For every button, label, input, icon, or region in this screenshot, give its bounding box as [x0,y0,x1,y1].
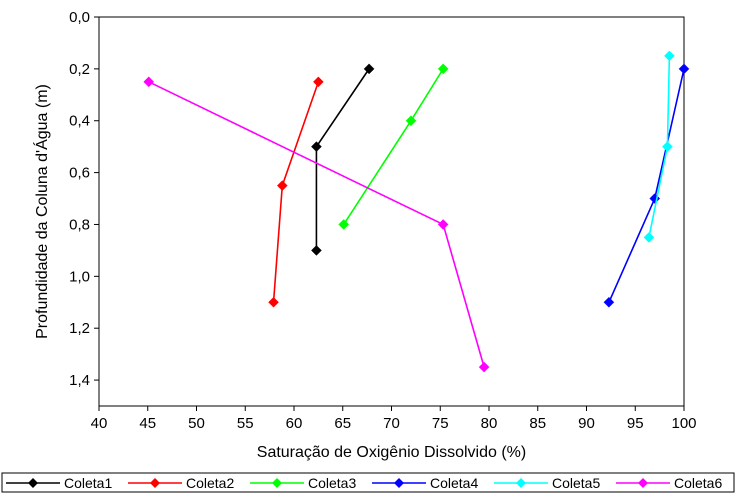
legend: Coleta1 Coleta2 Coleta3 Coleta4 Coleta5 Colet… [6,475,722,491]
data-point [276,180,288,191]
legend-marker [28,478,38,488]
legend-item-coleta2: Coleta2 [128,475,234,491]
legend-label: Coleta1 [64,475,112,491]
series-coleta1 [311,63,375,256]
y-tick-label: 0,0 [69,9,90,26]
legend-item-coleta4: Coleta4 [372,475,478,491]
y-tick-label: 0,4 [69,113,90,130]
x-tick-label: 95 [627,415,644,432]
data-point [678,63,690,75]
data-point [268,296,279,308]
y-tick-label: 1,0 [69,268,90,285]
data-point [405,115,417,127]
x-tick-label: 55 [237,415,254,432]
x-tick-label: 75 [432,415,449,432]
legend-marker [150,478,160,488]
series-coleta5 [643,50,675,243]
data-point [643,232,655,243]
plot-frame [98,16,685,407]
data-point [363,63,375,75]
data-point [437,63,449,75]
data-point [311,141,322,153]
x-tick-label: 85 [529,415,546,432]
y-tick-label: 0,2 [69,61,90,78]
legend-item-coleta5: Coleta5 [494,475,600,491]
axes: 40 45 50 55 60 65 70 75 80 85 90 95 100 0,0 0,2 0,4 0,6 0… [69,9,696,432]
series-line [272,81,320,303]
legend-item-coleta1: Coleta1 [6,475,112,491]
data-point [664,50,675,62]
x-tick-label: 70 [383,415,400,432]
data-point [478,361,490,373]
x-tick-label: 50 [188,415,205,432]
y-tick-label: 1,4 [69,372,90,389]
x-tick-label: 90 [578,415,595,432]
y-tick-label: 0,8 [69,216,90,233]
legend-marker [516,478,526,488]
series-coleta3 [338,63,449,230]
data-point [143,76,155,88]
y-axis-label: Profundidade da Coluna d'Água (m) [32,84,51,339]
series-coleta4 [603,63,690,308]
legend-label: Coleta4 [430,475,478,491]
legend-marker [272,478,282,488]
legend-marker [638,478,648,488]
data-point [437,219,449,230]
x-tick-label: 80 [481,415,498,432]
x-axis-label: Saturação de Oxigênio Dissolvido (%) [257,444,526,461]
data-point [311,245,322,256]
series-group [143,50,690,373]
data-point [313,76,324,88]
x-tick-label: 100 [671,415,696,432]
legend-box [1,472,735,493]
legend-label: Coleta2 [186,475,234,491]
x-tick-label: 60 [286,415,303,432]
x-tick-label: 65 [334,415,351,432]
legend-item-coleta6: Coleta6 [616,475,722,491]
series-coleta6 [143,76,490,373]
legend-item-coleta3: Coleta3 [250,475,356,491]
legend-label: Coleta5 [552,475,600,491]
series-line [608,68,685,303]
data-point [662,141,673,153]
data-point [338,219,350,230]
data-point [603,296,615,308]
y-tick-label: 0,6 [69,165,90,182]
series-coleta2 [268,76,324,308]
x-tick-label: 40 [91,415,108,432]
x-tick-label: 45 [139,415,156,432]
legend-marker [394,478,404,488]
legend-label: Coleta3 [308,475,356,491]
y-tick-label: 1,2 [69,320,90,337]
legend-label: Coleta6 [674,475,722,491]
